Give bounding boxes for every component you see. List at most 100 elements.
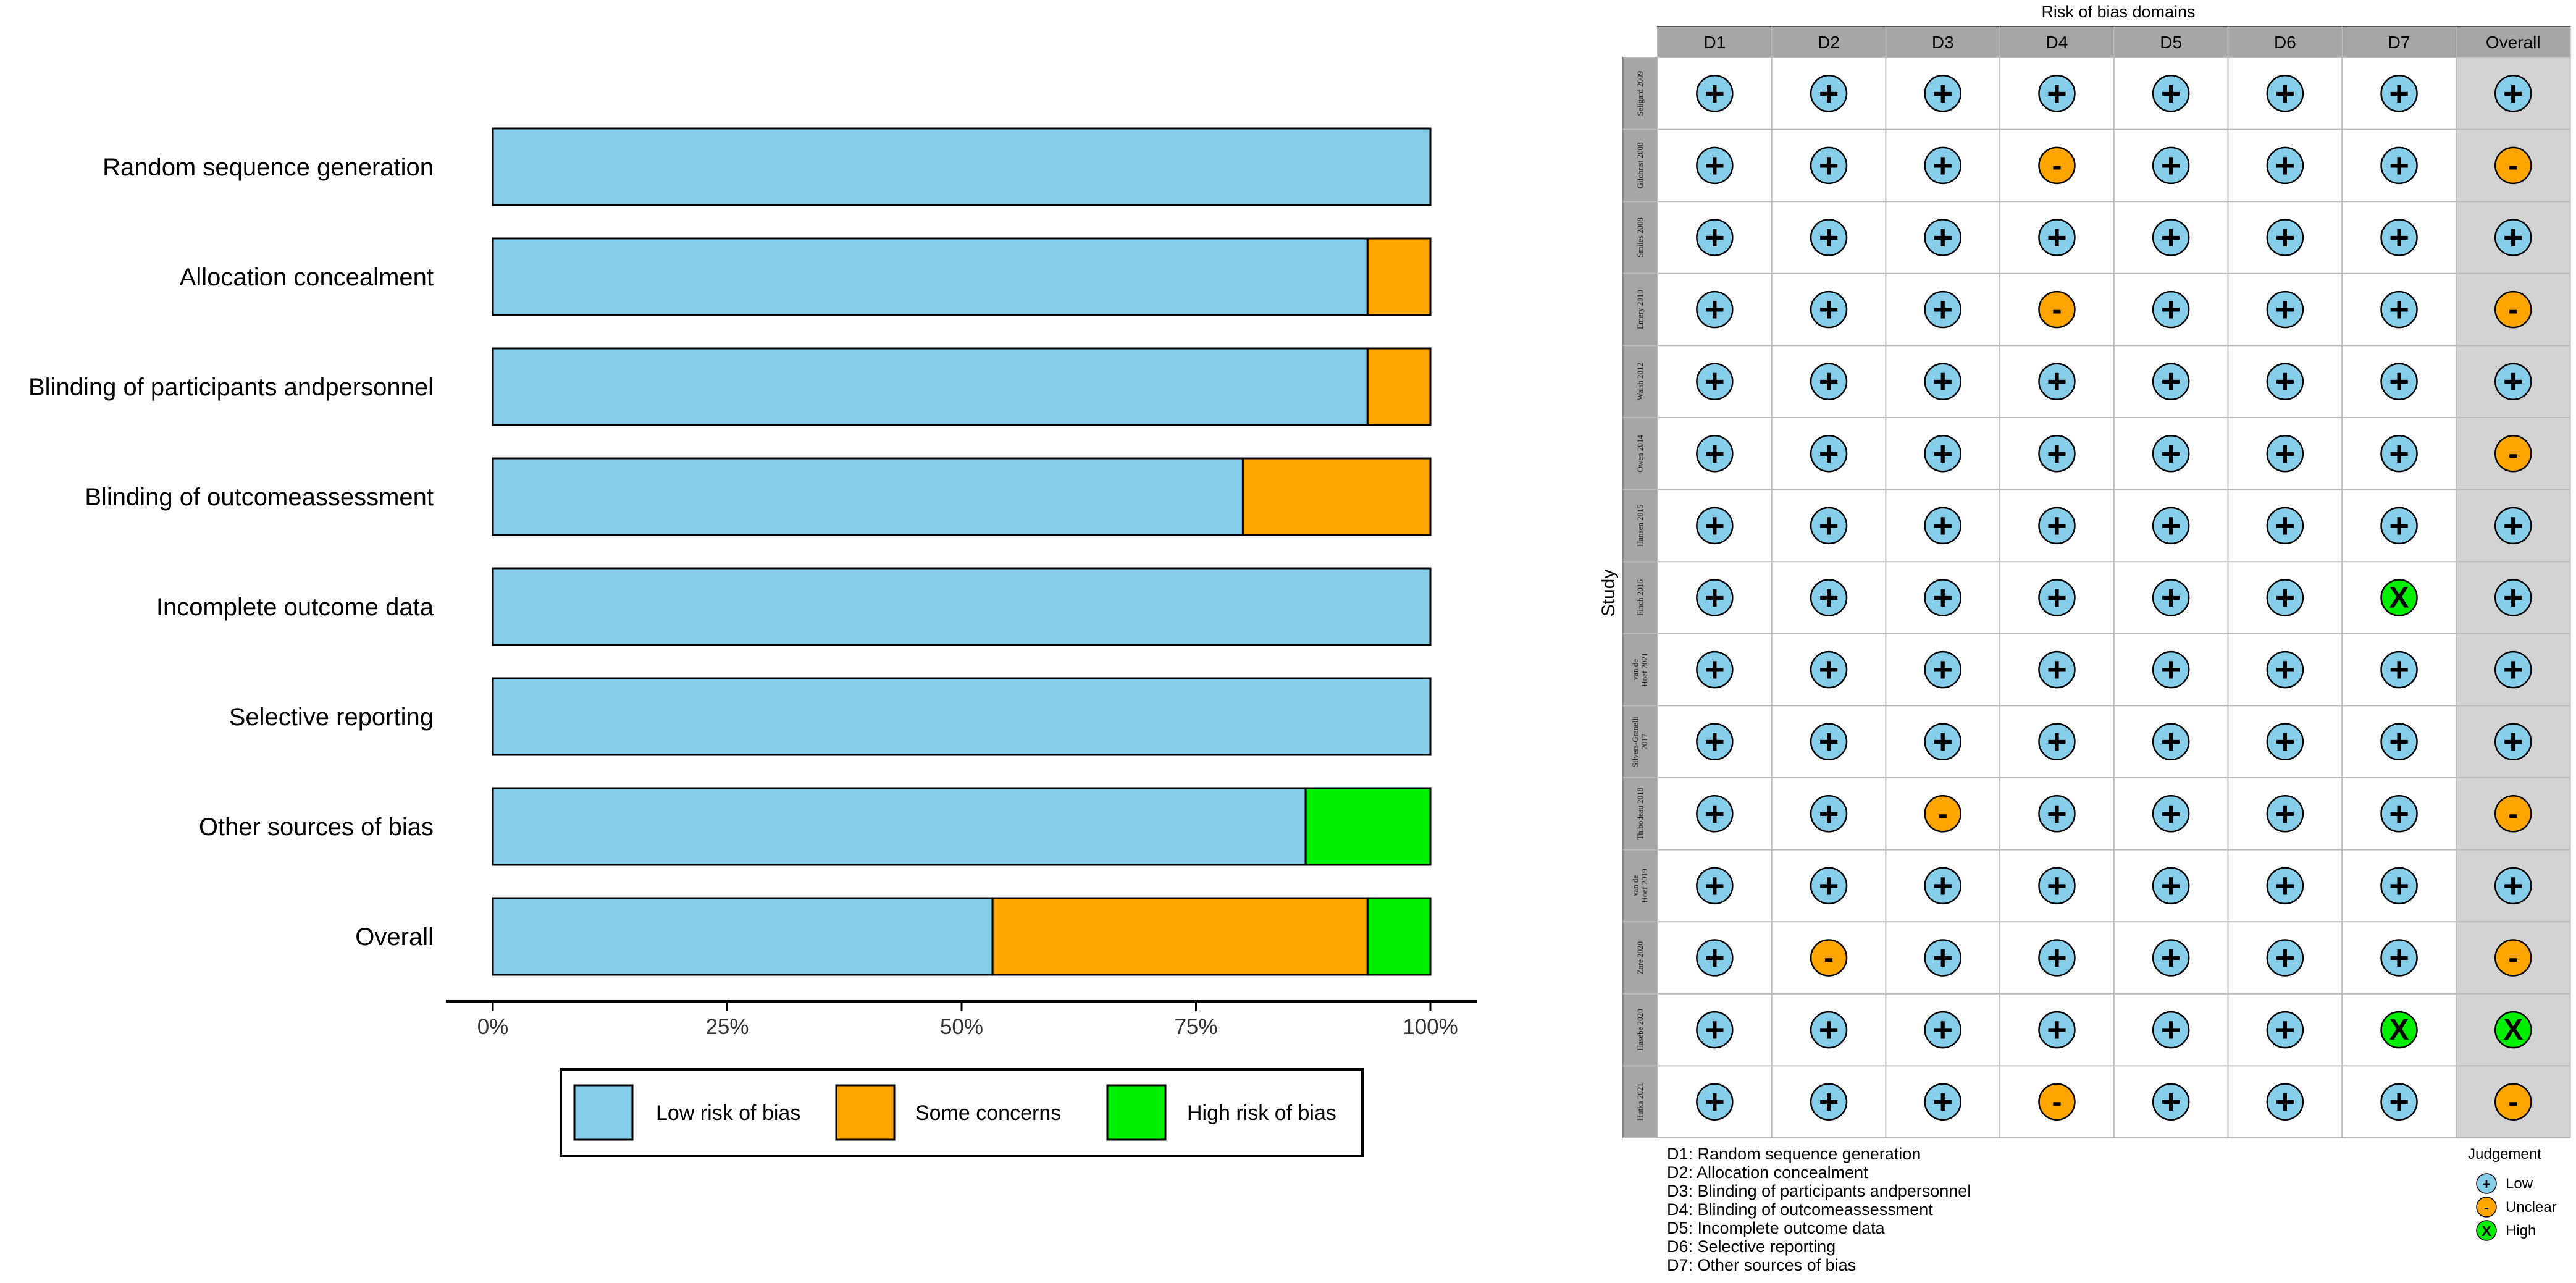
svg-text:+: + — [2503, 74, 2524, 112]
judgement-walsh-2012-d3: + — [1924, 362, 1961, 401]
judgement-smiles-2008-d2: + — [1810, 218, 1848, 257]
bar-segment-low-risk-of-bias — [492, 897, 994, 976]
svg-text:-: - — [1938, 797, 1948, 830]
svg-text:-: - — [2508, 942, 2518, 975]
judgement-thibodeau-2018-d6: + — [2266, 794, 2304, 833]
judgement-van-de-hoef-2019-d5: + — [2152, 866, 2190, 905]
judgement-finch-2016-d7: X — [2380, 579, 2418, 616]
judgement-legend-label: High — [2506, 1222, 2536, 1239]
judgement-finch-2016-overall: + — [2494, 578, 2532, 617]
svg-text:+: + — [2161, 290, 2181, 329]
study-label: Hutka 2021 — [1635, 1083, 1645, 1121]
column-header-d4: D4 — [2046, 33, 2068, 52]
column-header-overall: Overall — [2486, 33, 2541, 52]
judgement-seligard-2009-d6: + — [2266, 74, 2304, 112]
category-label: Other sources of bias — [199, 814, 434, 841]
column-header-d2: D2 — [1818, 33, 1840, 52]
judgement-thibodeau-2018-d7: + — [2380, 794, 2418, 833]
judgement-seligard-2009-d5: + — [2152, 74, 2190, 112]
judgement-silvers-granelli-2017-d5: + — [2152, 722, 2190, 761]
judgement-hasebe-2020-d4: + — [2038, 1010, 2076, 1049]
svg-text:+: + — [1932, 1010, 1953, 1049]
svg-text:+: + — [1932, 1082, 1953, 1121]
judgement-van-de-hoef-2021-d5: + — [2152, 650, 2190, 689]
svg-text:+: + — [2275, 218, 2295, 257]
domain-key-item: D1: Random sequence generation — [1667, 1145, 1921, 1163]
svg-text:X: X — [2503, 1014, 2523, 1046]
judgement-thibodeau-2018-d4: + — [2038, 794, 2076, 833]
judgement-legend-label: Low — [2506, 1176, 2533, 1192]
judgement-owen-2014-d1: + — [1696, 434, 1734, 473]
svg-text:+: + — [2275, 938, 2295, 977]
svg-text:+: + — [2047, 434, 2067, 473]
svg-text:+: + — [1819, 146, 1839, 185]
category-label: Blinding of participants andpersonnel — [28, 374, 434, 401]
judgement-van-de-hoef-2021-d6: + — [2266, 650, 2304, 689]
svg-text:+: + — [1932, 146, 1953, 185]
judgement-smiles-2008-d1: + — [1696, 218, 1734, 257]
judgement-silvers-granelli-2017-d4: + — [2038, 722, 2076, 761]
svg-text:+: + — [2275, 434, 2295, 473]
x-tick-label: 100% — [1403, 1015, 1458, 1039]
judgement-hutka-2021-d7: + — [2380, 1082, 2418, 1121]
judgement-smiles-2008-d6: + — [2266, 218, 2304, 257]
svg-text:+: + — [1705, 74, 1725, 112]
judgement-walsh-2012-d4: + — [2038, 362, 2076, 401]
legend-box — [560, 1068, 1364, 1157]
judgement-finch-2016-d4: + — [2038, 578, 2076, 617]
svg-text:+: + — [2389, 74, 2409, 112]
svg-text:-: - — [2052, 149, 2062, 182]
svg-text:+: + — [1819, 866, 1839, 905]
svg-text:-: - — [1824, 942, 1834, 975]
svg-text:+: + — [1932, 650, 1953, 689]
judgement-gilchrist-2008-overall: - — [2494, 146, 2532, 185]
judgement-hasebe-2020-d3: + — [1924, 1010, 1961, 1049]
column-header-cell — [1999, 26, 2115, 58]
legend-label: Some concerns — [915, 1101, 1061, 1125]
svg-text:+: + — [1819, 722, 1839, 761]
svg-text:+: + — [2503, 506, 2524, 545]
svg-text:+: + — [2275, 578, 2295, 617]
svg-text:+: + — [2161, 434, 2181, 473]
svg-text:+: + — [2389, 866, 2409, 905]
judgement-owen-2014-d5: + — [2152, 434, 2190, 473]
svg-text:+: + — [2503, 722, 2524, 761]
svg-text:+: + — [2389, 362, 2409, 401]
judgement-van-de-hoef-2021-d2: + — [1810, 650, 1848, 689]
judgement-owen-2014-overall: - — [2494, 435, 2532, 473]
domain-key-item: D6: Selective reporting — [1667, 1237, 1836, 1256]
judgement-silvers-granelli-2017-d7: + — [2380, 722, 2418, 761]
svg-text:+: + — [1819, 290, 1839, 329]
judgement-van-de-hoef-2019-d3: + — [1924, 866, 1961, 905]
column-header-cell — [2113, 26, 2229, 58]
category-label: Allocation concealment — [180, 264, 434, 291]
column-header-d5: D5 — [2160, 33, 2182, 52]
study-label: Zare 2020 — [1635, 941, 1645, 974]
svg-text:+: + — [1819, 1082, 1839, 1121]
svg-text:+: + — [2047, 794, 2067, 833]
judgement-legend-label: Unclear — [2506, 1199, 2557, 1216]
svg-text:+: + — [1819, 434, 1839, 473]
judgement-gilchrist-2008-d6: + — [2266, 146, 2304, 185]
bar-segment-some-concerns — [1366, 347, 1432, 426]
judgement-zare-2020-d4: + — [2038, 938, 2076, 977]
svg-text:+: + — [1819, 506, 1839, 545]
judgement-hansen-2015-d2: + — [1810, 506, 1848, 545]
category-label: Overall — [355, 923, 434, 951]
svg-text:-: - — [2052, 1086, 2062, 1119]
svg-text:+: + — [2503, 218, 2524, 257]
judgement-hasebe-2020-d1: + — [1696, 1010, 1734, 1049]
judgement-walsh-2012-d2: + — [1810, 362, 1848, 401]
svg-text:+: + — [2275, 722, 2295, 761]
judgement-van-de-hoef-2019-d7: + — [2380, 866, 2418, 905]
svg-text:+: + — [2389, 290, 2409, 329]
svg-text:+: + — [2047, 506, 2067, 545]
svg-text:+: + — [2161, 362, 2181, 401]
svg-text:+: + — [2389, 218, 2409, 257]
domain-key-item: D2: Allocation concealment — [1667, 1163, 1868, 1182]
svg-text:+: + — [2275, 866, 2295, 905]
judgement-seligard-2009-d1: + — [1696, 74, 1734, 112]
column-header-d3: D3 — [1932, 33, 1954, 52]
svg-text:+: + — [1819, 74, 1839, 112]
svg-text:+: + — [2161, 506, 2181, 545]
